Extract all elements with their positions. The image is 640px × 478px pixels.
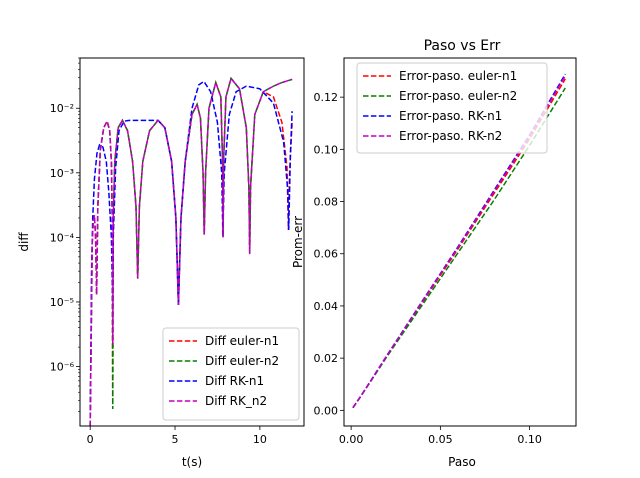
legend-label: Diff RK_n2 [205,394,267,408]
right-series-lines [352,73,566,409]
left-subplot: 0 5 10 10⁻⁶ 10⁻⁵ 10⁻⁴ 10⁻³ 10⁻² t(s) diff Diff … [17,57,305,469]
legend-label: Error-paso. RK-n2 [399,129,502,143]
y-tick-label: 0.08 [314,196,339,209]
y-tick-label: 10⁻³ [50,167,74,180]
right-ylabel: Prom-err [291,216,305,268]
left-xlabel: t(s) [182,455,202,469]
legend-label: Diff euler-n1 [205,334,279,348]
y-tick-label: 10⁻⁴ [50,231,75,244]
right-xlabel: Paso [448,455,476,469]
legend-label: Error-paso. euler-n2 [399,89,517,103]
left-axes-frame [79,57,305,427]
y-tick-label: 0.06 [314,248,339,261]
right-axis-ticks: 0.00 0.05 0.10 0.00 0.02 0.04 0.06 0.08 0.10 0.12 [314,91,542,446]
left-axis-ticks: 0 5 10 10⁻⁶ 10⁻⁵ 10⁻⁴ 10⁻³ 10⁻² [50,57,267,446]
right-title: Paso vs Err [424,38,501,54]
legend-label: Diff euler-n2 [205,354,279,368]
x-tick-label: 10 [253,433,267,446]
left-series-lines [89,76,293,426]
x-tick-label: 0.00 [339,433,364,446]
y-tick-label: 0.12 [314,91,339,104]
x-tick-label: 0 [87,433,94,446]
x-tick-label: 0.10 [517,433,542,446]
legend-label: Error-paso. RK-n1 [399,109,502,123]
y-tick-label: 0.02 [314,352,339,365]
legend-label: Diff RK-n1 [205,374,264,388]
legend-label: Error-paso. euler-n1 [399,69,517,83]
series-line-4 [352,75,566,409]
y-tick-label: 0.10 [314,143,339,156]
right-axes-frame [343,57,577,427]
right-subplot: Paso vs Err 0.00 0.05 0.10 0.00 0.02 0.04 0.06… [291,38,577,469]
x-tick-label: 5 [172,433,179,446]
x-tick-label: 0.05 [428,433,453,446]
legend-box [162,327,300,421]
y-tick-label: 10⁻² [50,102,74,115]
right-legend: Error-paso. euler-n1 Error-paso. euler-n2… [356,62,548,154]
y-tick-label: 0.04 [314,300,339,313]
left-legend: Diff euler-n1 Diff euler-n2 Diff RK-n1 Diff… [162,327,300,421]
legend-box [356,62,548,154]
y-tick-label: 10⁻⁶ [50,361,75,374]
series-line-4 [89,76,293,426]
y-tick-label: 0.00 [314,404,339,417]
y-tick-label: 10⁻⁵ [50,296,74,309]
left-ylabel: diff [17,232,31,252]
